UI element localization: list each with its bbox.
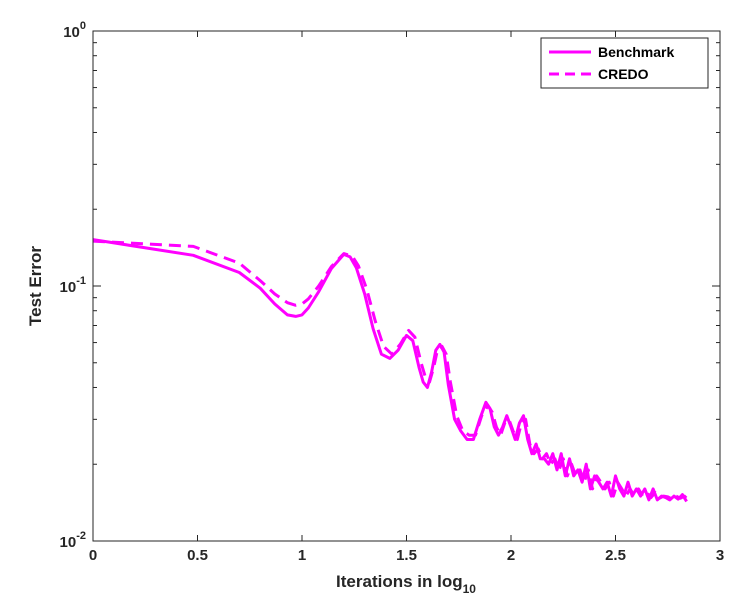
x-tick-label: 0.5 [187,547,208,564]
plot-frame [92,30,721,542]
legend-label-credo: CREDO [598,66,649,82]
x-axis-title-subscript: 10 [463,582,477,596]
series-lines [93,238,690,503]
x-tick-label: 1 [298,547,306,564]
series-line-benchmark [93,238,688,503]
legend: Benchmark CREDO [540,37,709,89]
legend-label-benchmark: Benchmark [598,44,674,60]
y-tick-labels: 10-2 10-1 100 [60,20,86,551]
y-tick-label: 10-2 [60,530,86,551]
y-tick-label: 100 [63,20,86,41]
plot-background [93,31,720,541]
x-axis-title: Iterations in log10 [336,572,476,596]
x-tick-label: 2 [507,547,515,564]
x-tick-labels: 0 0.5 1 1.5 2 2.5 3 [89,547,724,564]
series-line-credo [93,239,690,502]
x-tick-label: 0 [89,547,97,564]
x-tick-label: 1.5 [396,547,417,564]
y-axis-title: Test Error [26,246,45,326]
legend-box [540,37,709,89]
x-axis-title-text: Iterations in log [336,572,463,591]
x-tick-label: 2.5 [605,547,626,564]
y-tick-label: 10-1 [60,275,86,296]
x-tick-label: 3 [716,547,724,564]
